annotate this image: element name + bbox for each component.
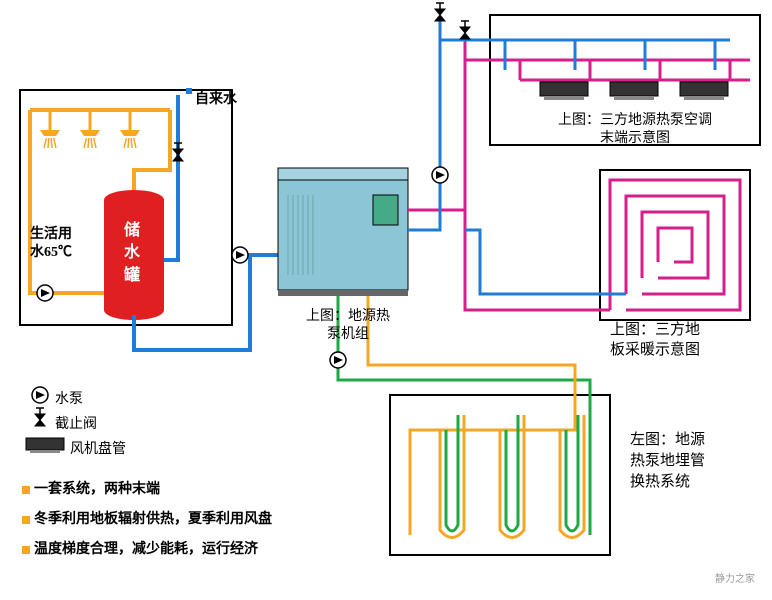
note-2: 温度梯度合理，减少能耗，运行经济 [22, 538, 258, 558]
legend-pump: 水泵 [55, 388, 83, 408]
bullet-icon [22, 486, 30, 494]
label-tap-water: 自来水 [195, 88, 237, 108]
legend-fan-coil: 风机盘管 [70, 438, 126, 458]
bullet-icon [22, 516, 30, 524]
note-0: 一套系统，两种末端 [22, 478, 160, 498]
label-fancoil-caption: 上图：三方地源热泵空调 末端示意图 [530, 112, 740, 148]
bullet-icon [22, 546, 30, 554]
label-domestic-water: 生活用 水65℃ [30, 226, 72, 262]
watermark: 静力之家 [715, 570, 755, 585]
legend-stop-valve: 截止阀 [55, 413, 97, 433]
label-buried-pipe-caption: 左图：地源 热泵地埋管 换热系统 [630, 430, 705, 493]
label-heatpump-caption: 上图：地源热 泵机组 [278, 308, 418, 344]
label-floor-heating-caption: 上图：三方地 板采暖示意图 [610, 320, 700, 361]
note-1: 冬季利用地板辐射供热，夏季利用风盘 [22, 508, 272, 528]
label-tank: 储 水 罐 [124, 220, 140, 287]
